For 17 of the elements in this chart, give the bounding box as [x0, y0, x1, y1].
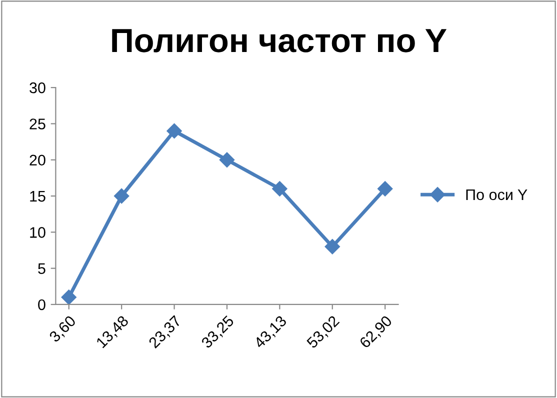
- y-tick-label: 15: [30, 191, 46, 202]
- y-tick-label: 5: [38, 263, 46, 274]
- x-tick-label: 3,60: [48, 314, 78, 344]
- point: [324, 239, 340, 254]
- point: [219, 152, 235, 168]
- y-tick-label: 20: [30, 154, 46, 166]
- point: [114, 188, 130, 204]
- y-tick-label: 25: [30, 118, 46, 130]
- legend-label: По оси Y: [466, 189, 528, 200]
- y-tick-label: 30: [30, 82, 46, 94]
- chart-title: Полигон частот по Y: [112, 29, 447, 52]
- point: [166, 123, 182, 139]
- point: [378, 181, 393, 196]
- y-tick-label: 0: [38, 299, 46, 310]
- y-tick-label: 10: [30, 227, 46, 238]
- point: [61, 290, 76, 304]
- point: [272, 181, 288, 196]
